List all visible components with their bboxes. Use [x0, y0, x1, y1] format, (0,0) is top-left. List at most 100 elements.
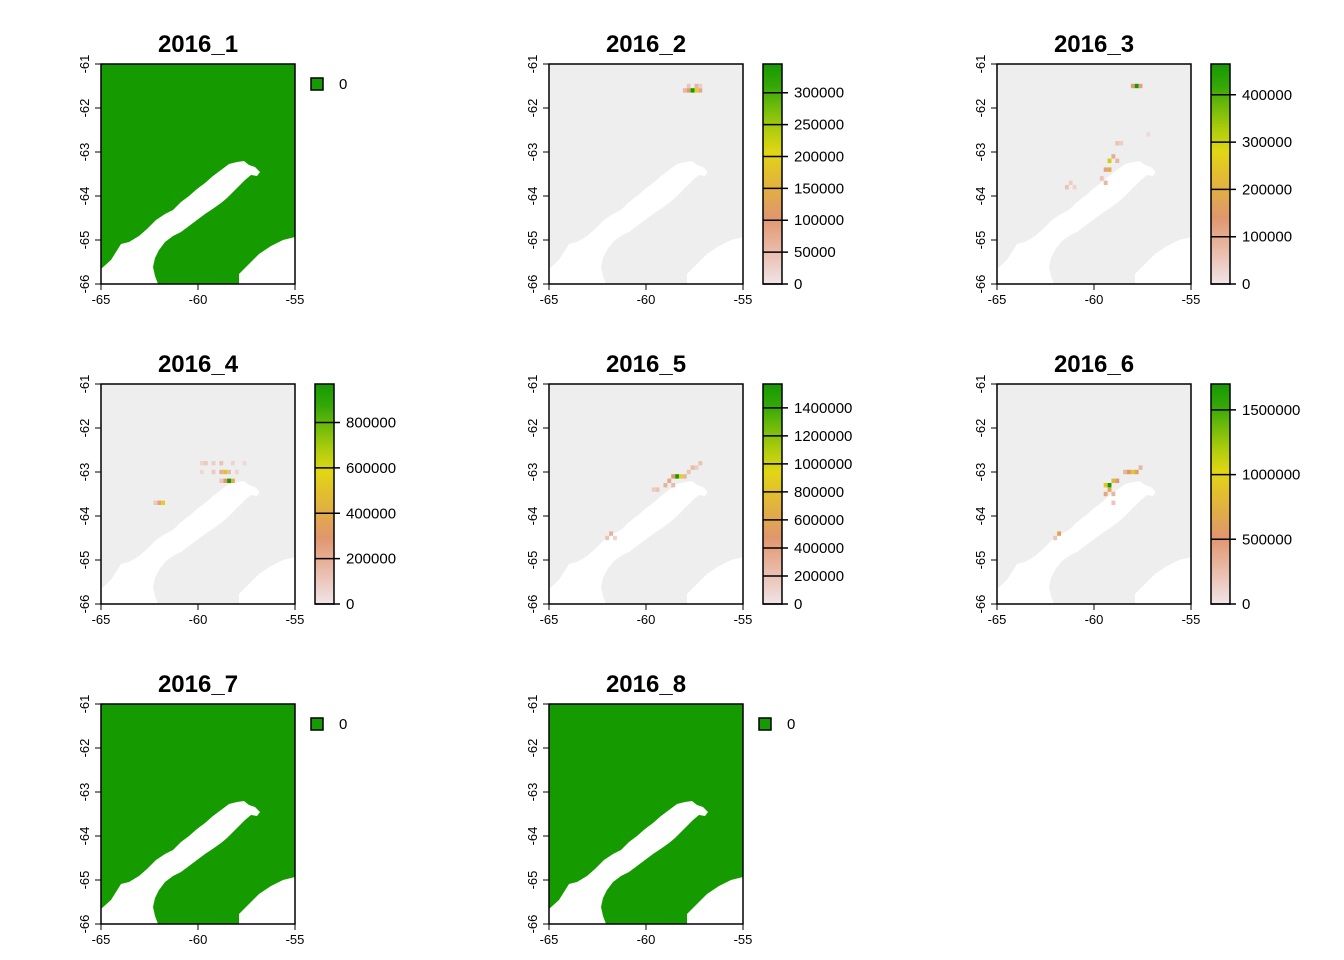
y-tick-label: -62 — [525, 739, 540, 758]
raster-cell — [686, 88, 691, 93]
y-tick-label: -65 — [973, 551, 988, 570]
x-tick-label: -55 — [734, 612, 753, 627]
y-tick-label: -64 — [77, 187, 92, 206]
y-tick-label: -63 — [77, 463, 92, 482]
raster-cell — [1099, 176, 1104, 181]
raster-cell — [199, 461, 204, 466]
raster-cell — [157, 500, 162, 505]
y-tick-label: -64 — [77, 827, 92, 846]
y-tick-label: -61 — [77, 55, 92, 74]
panel-title: 2016_8 — [606, 671, 686, 698]
panel-title: 2016_4 — [158, 351, 239, 378]
y-tick-label: -63 — [525, 143, 540, 162]
legend-label: 0 — [794, 276, 802, 293]
raster-cell — [682, 474, 687, 479]
land-mask — [101, 801, 260, 924]
legend-label: 300000 — [794, 85, 844, 102]
raster-cell — [161, 500, 166, 505]
raster-cell — [694, 465, 699, 470]
legend-label: 1200000 — [794, 428, 852, 445]
legend-label: 200000 — [794, 148, 844, 165]
raster-cell — [203, 461, 208, 466]
legend-label: 200000 — [794, 568, 844, 585]
y-tick-label: -62 — [525, 419, 540, 438]
raster-cell — [1103, 167, 1108, 172]
panel-title: 2016_3 — [1054, 31, 1134, 58]
legend-label: 1000000 — [1242, 467, 1300, 484]
x-tick-label: -65 — [540, 292, 559, 307]
raster-cell — [223, 478, 228, 483]
raster-cell — [1130, 83, 1135, 89]
x-tick-label: -55 — [734, 932, 753, 947]
legend-swatch — [310, 717, 324, 731]
raster-cell — [605, 535, 610, 541]
raster-cell — [1111, 500, 1116, 505]
y-tick-label: -65 — [525, 231, 540, 250]
y-tick-label: -65 — [525, 871, 540, 890]
raster-cell — [230, 461, 235, 466]
legend-label: 200000 — [1242, 181, 1292, 198]
panel-2016_7: 2016_7-65 -60 -55-61-62-63-64-65-660 — [77, 671, 347, 947]
legend-label: 800000 — [346, 415, 396, 432]
raster-cell — [686, 469, 691, 475]
x-tick-label: -60 — [637, 612, 656, 627]
y-tick-label: -64 — [525, 187, 540, 206]
x-tick-label: -60 — [1085, 292, 1104, 307]
legend-colorbar — [762, 383, 783, 605]
legend-label: 600000 — [346, 460, 396, 477]
raster-cell — [609, 531, 614, 536]
legend-label: 100000 — [794, 212, 844, 229]
legend-label: 100000 — [1242, 229, 1292, 246]
legend-colorbar — [762, 63, 783, 285]
raster-cell — [1107, 487, 1112, 492]
land-mask-south — [687, 557, 743, 604]
y-tick-label: -62 — [525, 99, 540, 118]
y-tick-label: -61 — [77, 375, 92, 394]
raster-cell — [1103, 483, 1108, 488]
y-tick-label: -61 — [525, 375, 540, 394]
y-tick-label: -62 — [77, 99, 92, 118]
legend-label: 250000 — [794, 117, 844, 134]
raster-cell — [1146, 132, 1151, 137]
legend-swatch — [310, 77, 324, 91]
raster-cell — [227, 469, 231, 475]
raster-cell — [663, 483, 668, 488]
legend-colorbar — [1210, 383, 1231, 605]
y-tick-label: -66 — [525, 595, 540, 614]
panel-2016_4: 2016_4-65 -60 -55-61-62-63-64-65-66 0200000… — [77, 351, 396, 627]
legend-swatch — [758, 717, 772, 731]
raster-cell — [694, 83, 699, 89]
legend-label: 0 — [1242, 596, 1250, 613]
raster-cell — [1111, 491, 1116, 497]
y-tick-label: -65 — [77, 871, 92, 890]
land-mask-south — [1135, 237, 1191, 284]
y-tick-label: -63 — [77, 783, 92, 802]
y-tick-label: -66 — [525, 915, 540, 934]
y-tick-label: -63 — [973, 463, 988, 482]
y-tick-label: -63 — [525, 783, 540, 802]
y-tick-label: -62 — [77, 739, 92, 758]
raster-cell — [1119, 141, 1124, 146]
x-tick-label: -65 — [92, 612, 111, 627]
raster-cell — [1115, 158, 1120, 163]
x-tick-label: -60 — [189, 292, 208, 307]
y-tick-label: -62 — [77, 419, 92, 438]
legend-label: 400000 — [1242, 87, 1292, 104]
raster-cell — [686, 83, 691, 89]
raster-cell — [227, 478, 231, 483]
raster-cell — [1072, 185, 1077, 190]
raster-cell — [1123, 469, 1127, 475]
raster-cell — [1111, 154, 1116, 159]
x-tick-label: -55 — [286, 292, 305, 307]
x-tick-label: -60 — [1085, 612, 1104, 627]
y-tick-label: -63 — [77, 143, 92, 162]
panel-title: 2016_7 — [158, 671, 238, 698]
raster-cell — [219, 478, 224, 483]
raster-cell — [1103, 180, 1108, 185]
y-tick-label: -61 — [77, 695, 92, 714]
legend-label: 0 — [339, 716, 347, 733]
y-tick-label: -64 — [525, 827, 540, 846]
legend-label: 1400000 — [794, 400, 852, 417]
raster-cell — [698, 83, 703, 89]
raster-cell — [211, 461, 216, 466]
